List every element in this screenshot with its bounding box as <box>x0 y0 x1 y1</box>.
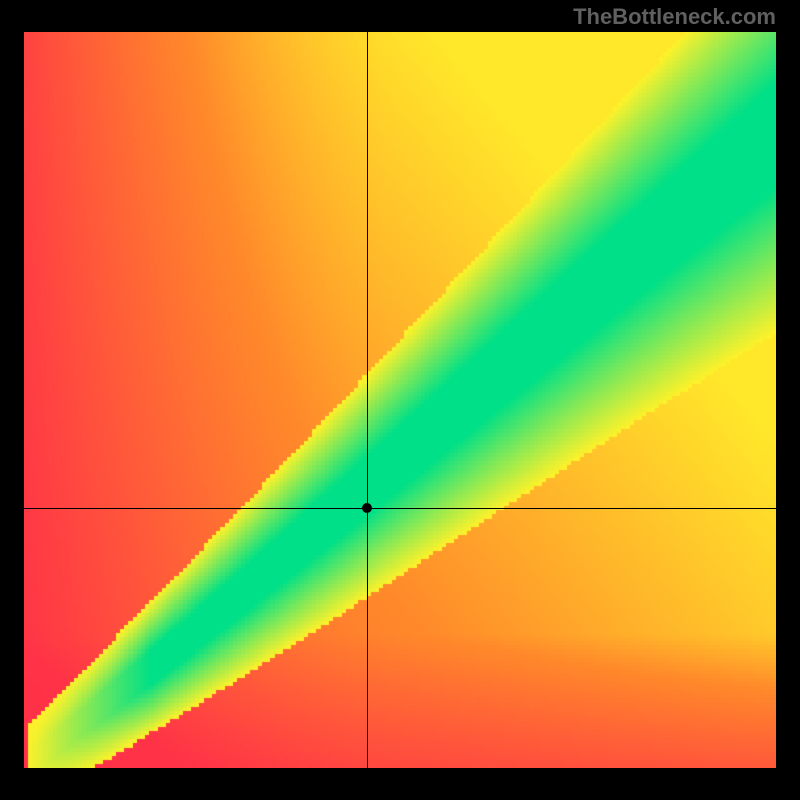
heatmap-canvas <box>24 32 776 768</box>
crosshair-vertical <box>367 32 368 768</box>
crosshair-horizontal <box>24 508 776 509</box>
watermark-text: TheBottleneck.com <box>573 4 776 30</box>
plot-area <box>24 32 776 768</box>
crosshair-marker <box>362 503 372 513</box>
